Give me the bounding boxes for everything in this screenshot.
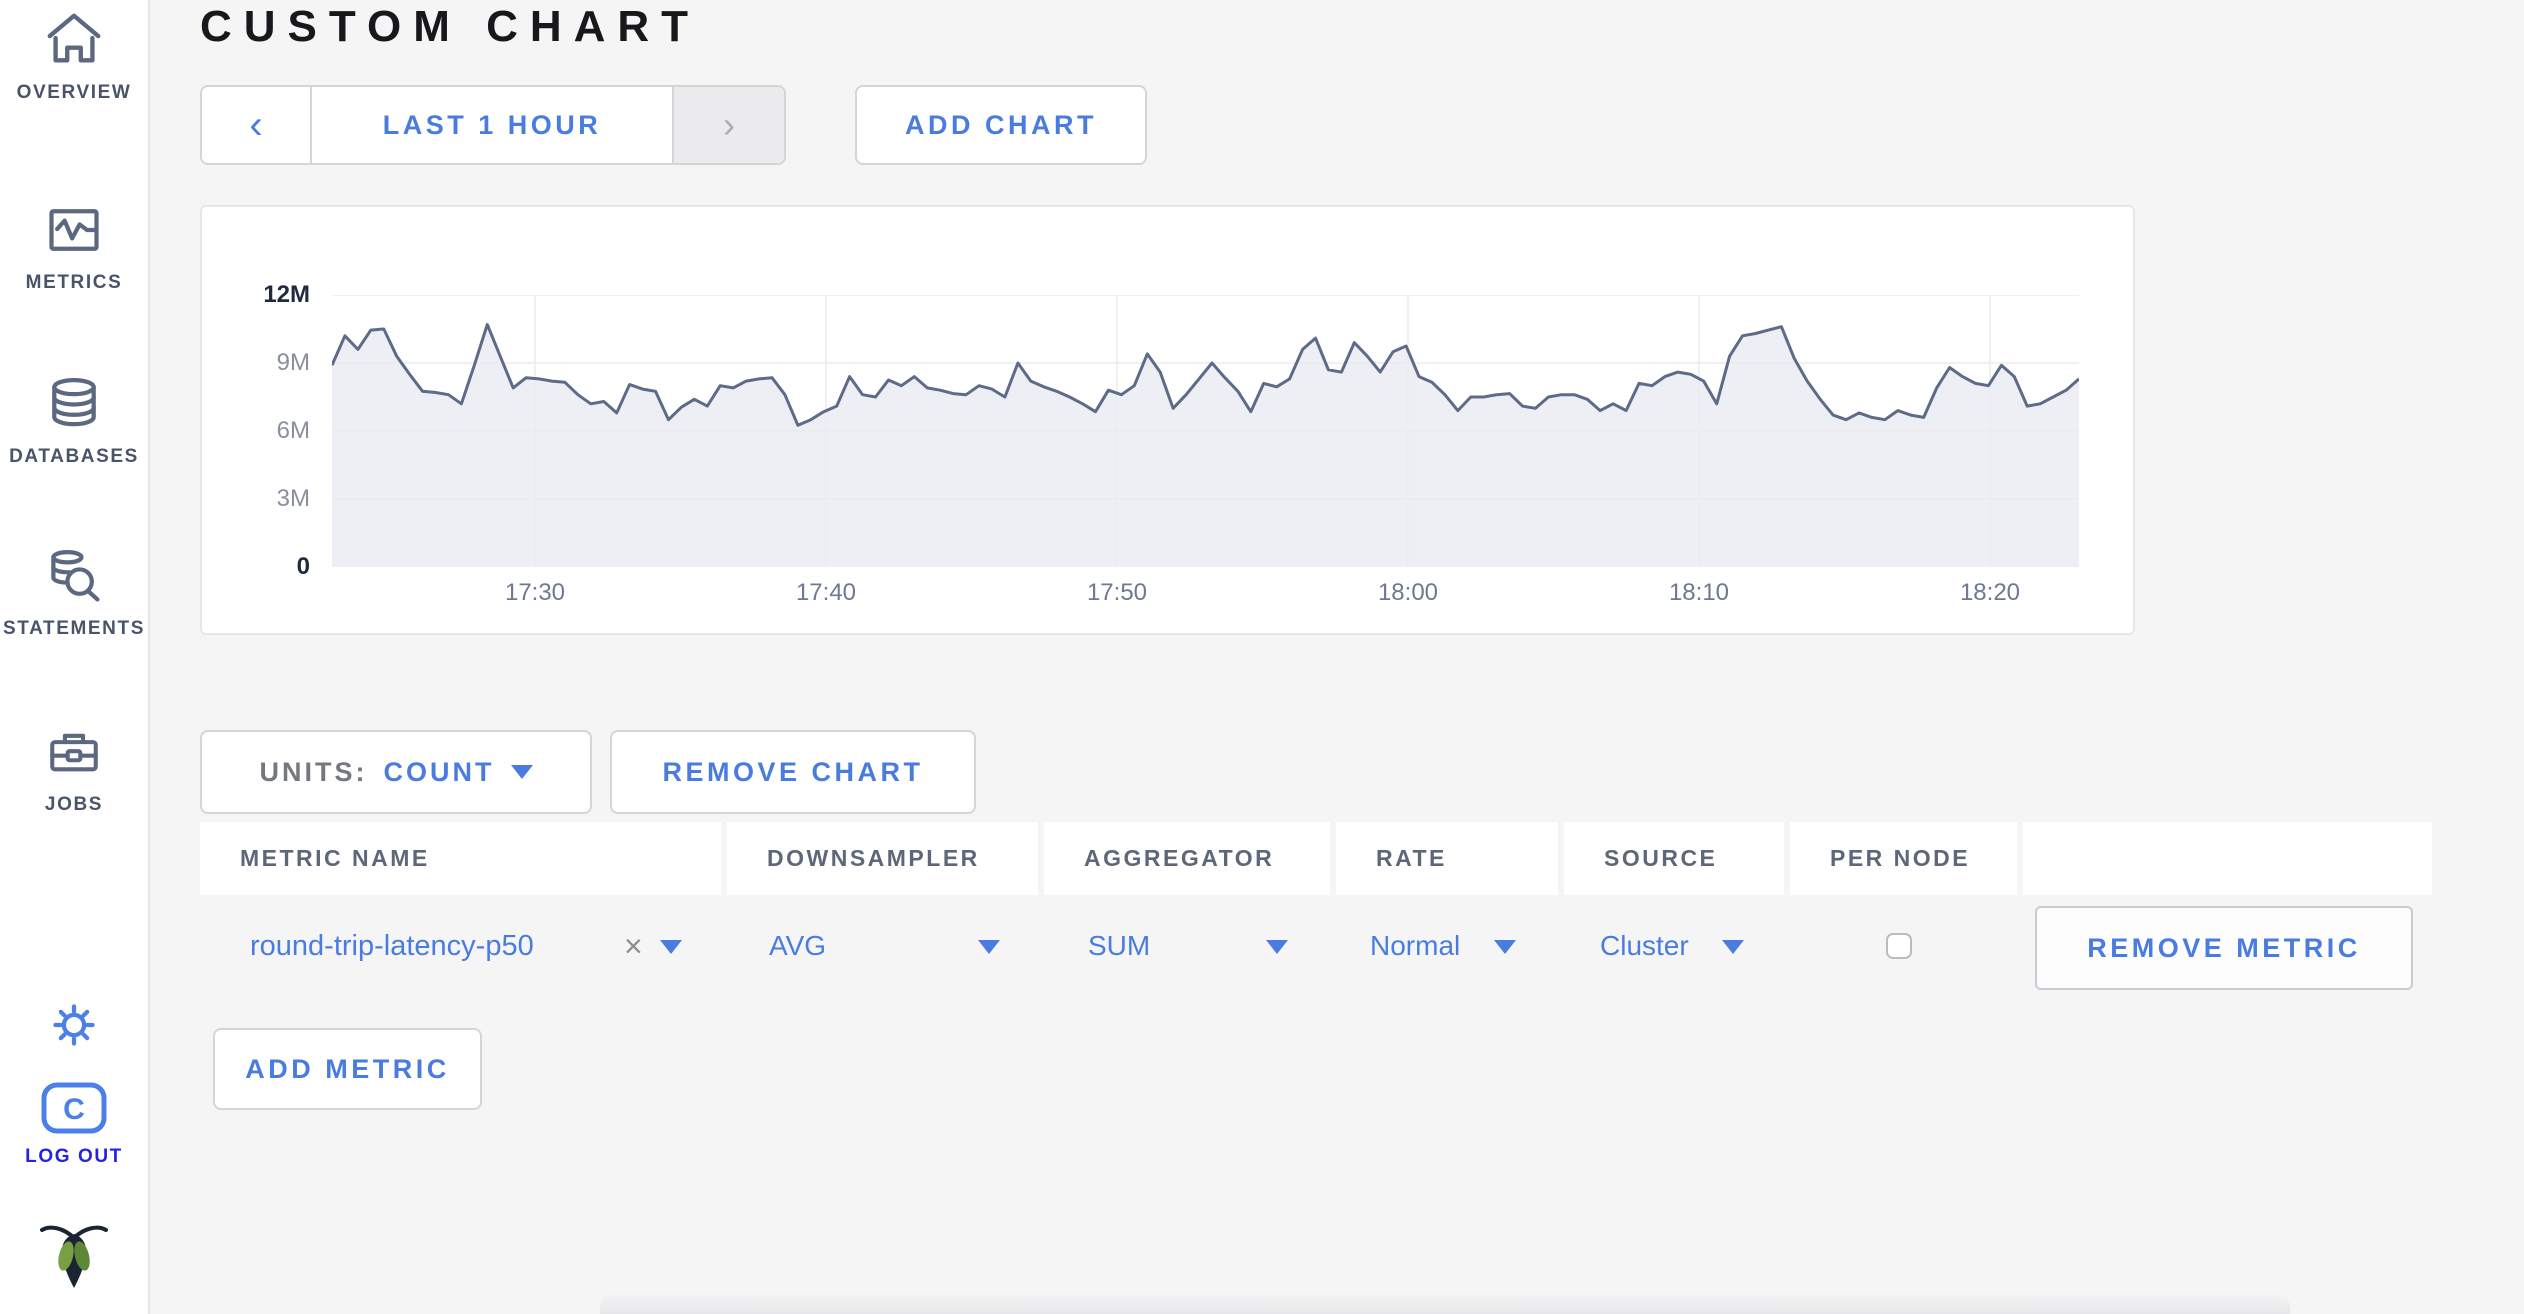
sidebar-item-label: STATEMENTS xyxy=(3,618,145,639)
caret-down-icon[interactable] xyxy=(660,940,682,954)
briefcase-icon xyxy=(0,724,148,782)
home-icon xyxy=(0,8,148,70)
units-label: UNITS: xyxy=(259,756,368,787)
cockroach-bug-logo-icon xyxy=(0,1218,148,1290)
chevron-right-icon: › xyxy=(723,104,735,145)
sidebar-item-statements[interactable]: STATEMENTS xyxy=(0,546,148,640)
y-axis-tick-label: 9M xyxy=(276,349,310,376)
caret-down-icon[interactable] xyxy=(1266,940,1288,954)
x-axis-tick-label: 17:50 xyxy=(1086,579,1148,606)
sidebar-item-metrics[interactable]: METRICS xyxy=(0,200,148,294)
database-search-icon xyxy=(0,546,148,606)
sidebar-item-label: JOBS xyxy=(44,794,104,815)
rate-select[interactable]: Normal xyxy=(1370,930,1461,961)
metric-name-select[interactable]: round-trip-latency-p50 xyxy=(250,930,534,962)
units-value: COUNT xyxy=(383,756,495,787)
column-header-metric-name: METRIC NAME xyxy=(200,822,721,895)
sidebar-item-label: DATABASES xyxy=(9,446,139,467)
chart-panel: 0 3M 6M 9M 12M 17:30 17:40 17:50 18:00 18:10 18:2… xyxy=(200,205,2135,635)
downsampler-select[interactable]: AVG xyxy=(769,930,827,961)
settings-button[interactable] xyxy=(0,998,148,1052)
gear-icon xyxy=(0,998,148,1052)
metrics-table-header: METRIC NAME DOWNSAMPLER AGGREGATOR RATE … xyxy=(200,822,2432,895)
chevron-left-icon: ‹ xyxy=(249,102,263,147)
caret-down-icon[interactable] xyxy=(1494,940,1516,954)
column-header-source: SOURCE xyxy=(1564,822,1784,895)
next-panel-shadow xyxy=(600,1292,2290,1314)
caret-down-icon[interactable] xyxy=(978,940,1000,954)
column-header-per-node: PER NODE xyxy=(1790,822,2017,895)
metric-row: round-trip-latency-p50 × AVG SUM Normal … xyxy=(200,900,2432,1000)
remove-metric-button[interactable]: REMOVE METRIC xyxy=(2035,906,2413,990)
column-header-actions xyxy=(2023,822,2432,895)
time-range-prev-button[interactable]: ‹ xyxy=(202,87,312,163)
metrics-graph-icon xyxy=(0,200,148,260)
svg-text:C: C xyxy=(63,1093,85,1126)
time-range-next-button[interactable]: › xyxy=(672,87,784,163)
sidebar-item-label: METRICS xyxy=(25,272,123,293)
column-header-aggregator: AGGREGATOR xyxy=(1044,822,1330,895)
x-axis-tick-label: 17:40 xyxy=(795,579,857,606)
sidebar-item-label: OVERVIEW xyxy=(16,82,132,103)
x-axis-tick-label: 18:00 xyxy=(1377,579,1439,606)
sidebar-item-jobs[interactable]: JOBS xyxy=(0,724,148,816)
time-range-selector: ‹ LAST 1 HOUR › xyxy=(200,85,786,165)
x-axis-tick-label: 18:20 xyxy=(1959,579,2021,606)
y-axis-tick-label: 12M xyxy=(263,281,310,308)
timeseries-area-chart xyxy=(332,295,2079,567)
remove-chart-button[interactable]: REMOVE CHART xyxy=(610,730,976,814)
sidebar-item-databases[interactable]: DATABASES xyxy=(0,374,148,468)
time-range-label[interactable]: LAST 1 HOUR xyxy=(382,109,602,140)
clear-metric-icon[interactable]: × xyxy=(624,928,643,964)
caret-down-icon[interactable] xyxy=(1722,940,1744,954)
units-dropdown[interactable]: UNITS: COUNT xyxy=(200,730,592,814)
logout-label: LOG OUT xyxy=(25,1146,123,1167)
y-axis-tick-label: 6M xyxy=(276,417,310,444)
caret-down-icon xyxy=(510,765,533,779)
x-axis-tick-label: 18:10 xyxy=(1668,579,1730,606)
x-axis-tick-label: 17:30 xyxy=(504,579,566,606)
cockroach-c-logo-icon: C xyxy=(0,1082,148,1134)
brand-logo xyxy=(0,1218,148,1290)
y-axis-tick-label: 0 xyxy=(296,553,310,580)
y-axis-tick-label: 3M xyxy=(276,485,310,512)
aggregator-select[interactable]: SUM xyxy=(1088,930,1151,961)
sidebar-item-overview[interactable]: OVERVIEW xyxy=(0,8,148,104)
add-metric-button[interactable]: ADD METRIC xyxy=(213,1028,482,1110)
page-title: CUSTOM CHART xyxy=(200,2,701,51)
logout-button[interactable]: C LOG OUT xyxy=(0,1082,148,1168)
per-node-checkbox[interactable] xyxy=(1886,933,1912,959)
source-select[interactable]: Cluster xyxy=(1600,930,1689,961)
add-chart-button[interactable]: ADD CHART xyxy=(855,85,1147,165)
database-icon xyxy=(0,374,148,434)
column-header-downsampler: DOWNSAMPLER xyxy=(727,822,1038,895)
sidebar: OVERVIEW METRICS DATABASES xyxy=(0,0,150,1314)
column-header-rate: RATE xyxy=(1336,822,1558,895)
